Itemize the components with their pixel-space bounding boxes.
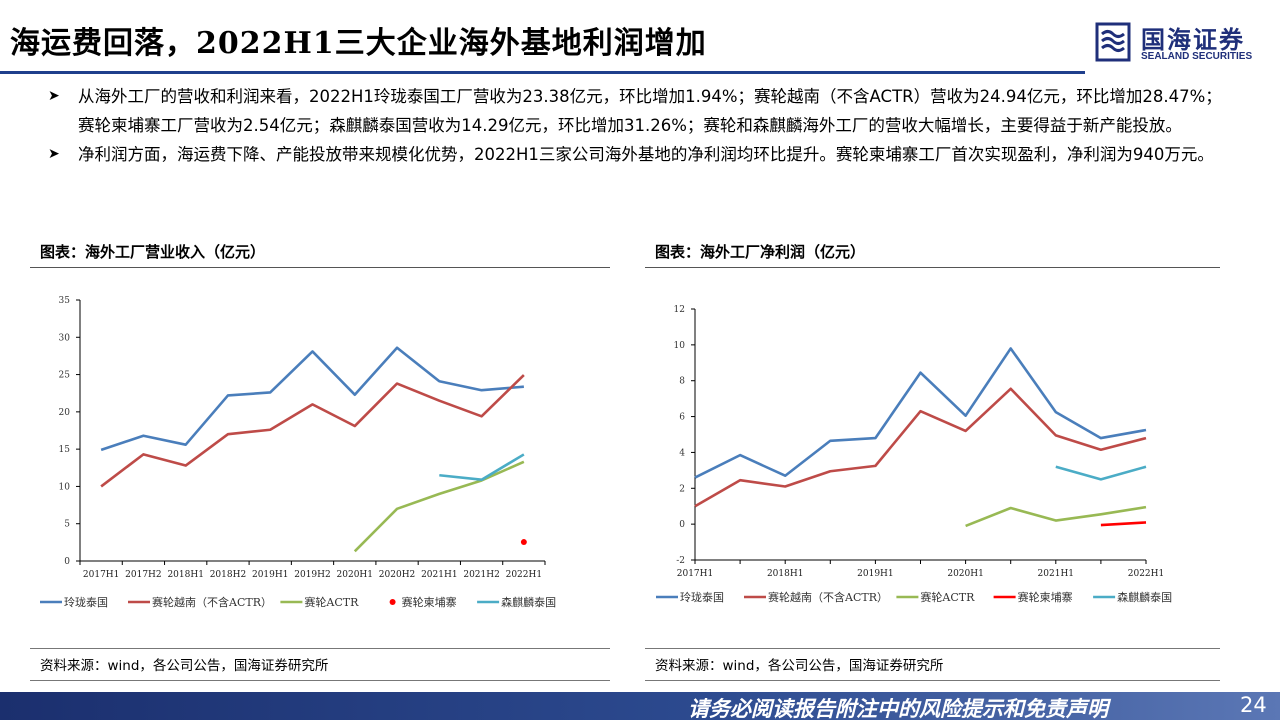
series-line xyxy=(695,389,1146,506)
legend-label: 赛轮ACTR xyxy=(304,595,359,609)
legend-label: 赛轮ACTR xyxy=(920,590,975,604)
legend-label: 森麒麟泰国 xyxy=(501,595,556,609)
net-profit-chart: -2 0 2 4 6 8 10 12 2017H1 2018H1 2019H1 2020H1 2021H… xyxy=(640,290,1280,620)
x-tick-label: 2018H1 xyxy=(167,570,203,580)
logo-text-cn: 国海证券 xyxy=(1141,20,1245,55)
x-tick-label: 2019H2 xyxy=(294,570,330,580)
legend-label: 赛轮越南（不含ACTR） xyxy=(768,590,888,604)
legend-label: 赛轮越南（不含ACTR） xyxy=(152,595,272,609)
y-tick-label: -2 xyxy=(676,556,685,566)
legend-marker xyxy=(390,599,396,605)
y-tick-label: 35 xyxy=(59,296,71,306)
y-tick-label: 4 xyxy=(679,448,685,458)
bullet-list: ➤ 从海外工厂的营收和利润来看，2022H1玲珑泰国工厂营收为23.38亿元，环比… xyxy=(48,82,1228,169)
source-note: 资料来源：wind，各公司公告，国海证券研究所 xyxy=(655,654,943,674)
series-line xyxy=(101,348,524,450)
y-tick-label: 25 xyxy=(59,371,71,381)
x-tick-label: 2017H2 xyxy=(125,570,161,580)
bullet-text: 从海外工厂的营收和利润来看，2022H1玲珑泰国工厂营收为23.38亿元，环比增… xyxy=(78,87,1222,135)
series-line xyxy=(1101,522,1146,525)
y-tick-label: 15 xyxy=(59,445,71,455)
source-divider xyxy=(30,680,610,681)
bullet-text: 净利润方面，海运费下降、产能投放带来规模化优势，2022H1三家公司海外基地的净… xyxy=(78,145,1214,164)
x-tick-label: 2021H1 xyxy=(421,570,457,580)
slide-title: 海运费回落，2022H1三大企业海外基地利润增加 xyxy=(10,18,707,62)
bullet-item: ➤ 从海外工厂的营收和利润来看，2022H1玲珑泰国工厂营收为23.38亿元，环比… xyxy=(48,82,1228,140)
sealand-logo-icon xyxy=(1093,20,1133,64)
x-tick-label: 2019H1 xyxy=(857,569,893,579)
legend-label: 玲珑泰国 xyxy=(680,590,724,604)
chart-divider xyxy=(30,267,610,268)
legend-label: 森麒麟泰国 xyxy=(1117,590,1172,604)
y-tick-label: 10 xyxy=(674,341,686,351)
y-tick-label: 5 xyxy=(64,520,70,530)
x-tick-label: 2018H2 xyxy=(210,570,246,580)
logo-text-en: SEALAND SECURITIES xyxy=(1141,51,1252,62)
chart-divider xyxy=(645,267,1220,268)
x-tick-label: 2021H2 xyxy=(463,570,499,580)
source-divider xyxy=(645,648,1220,649)
y-tick-label: 0 xyxy=(679,520,685,530)
x-tick-label: 2020H2 xyxy=(379,570,415,580)
legend-label: 赛轮柬埔寨 xyxy=(1018,590,1073,604)
y-tick-label: 6 xyxy=(679,413,685,423)
x-tick-label: 2020H1 xyxy=(947,569,983,579)
title-divider xyxy=(0,71,1085,74)
series-line xyxy=(1056,467,1146,480)
x-tick-label: 2019H1 xyxy=(252,570,288,580)
y-tick-label: 2 xyxy=(679,484,685,494)
page-number: 24 xyxy=(1240,693,1267,717)
legend-label: 玲珑泰国 xyxy=(64,595,108,609)
revenue-chart: 0 5 10 15 20 25 30 35 2017H1 2017H2 2018H1 2018H2 20… xyxy=(0,280,640,620)
chart-heading-profit: 图表：海外工厂净利润（亿元） xyxy=(655,241,865,262)
x-tick-label: 2022H1 xyxy=(506,570,542,580)
x-tick-label: 2018H1 xyxy=(767,569,803,579)
bullet-item: ➤ 净利润方面，海运费下降、产能投放带来规模化优势，2022H1三家公司海外基地的… xyxy=(48,140,1228,169)
disclaimer-text: 请务必阅读报告附注中的风险提示和免责声明 xyxy=(688,693,1108,723)
source-divider xyxy=(645,680,1220,681)
source-note: 资料来源：wind，各公司公告，国海证券研究所 xyxy=(40,654,328,674)
x-tick-label: 2017H1 xyxy=(83,570,119,580)
y-tick-label: 10 xyxy=(59,482,71,492)
y-tick-label: 0 xyxy=(64,557,70,567)
y-tick-label: 30 xyxy=(59,333,71,343)
legend-label: 赛轮柬埔寨 xyxy=(402,595,457,609)
x-tick-label: 2022H1 xyxy=(1128,569,1164,579)
footer-bar: 请务必阅读报告附注中的风险提示和免责声明 24 xyxy=(0,692,1280,720)
sealand-logo: 国海证券 SEALAND SECURITIES xyxy=(1093,20,1268,66)
source-divider xyxy=(30,648,610,649)
x-tick-label: 2020H1 xyxy=(337,570,373,580)
arrow-right-icon: ➤ xyxy=(48,140,60,169)
chart-heading-revenue: 图表：海外工厂营业收入（亿元） xyxy=(40,241,265,262)
y-tick-label: 20 xyxy=(59,408,71,418)
arrow-right-icon: ➤ xyxy=(48,82,60,111)
y-tick-label: 12 xyxy=(674,305,685,315)
data-point xyxy=(521,539,527,545)
x-tick-label: 2021H1 xyxy=(1038,569,1074,579)
y-tick-label: 8 xyxy=(679,377,685,387)
x-tick-label: 2017H1 xyxy=(677,569,713,579)
series-line xyxy=(101,375,524,486)
